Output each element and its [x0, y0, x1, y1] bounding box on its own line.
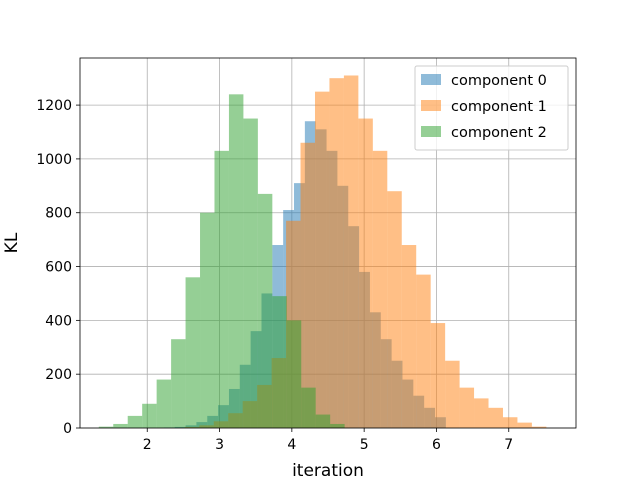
legend-label-component-2: component 2: [451, 125, 547, 141]
y-tick-label: 600: [45, 260, 72, 276]
x-tick-label: 3: [215, 437, 224, 453]
legend-swatch-component-1: [421, 100, 441, 111]
histogram-bar: [416, 274, 431, 428]
histogram-bar: [474, 398, 489, 428]
histogram-bar: [330, 423, 345, 428]
histogram-bar: [127, 415, 143, 428]
y-tick-label: 400: [45, 313, 72, 329]
histogram-bar: [98, 426, 114, 428]
histogram-bar: [445, 360, 460, 428]
histogram-bar: [272, 296, 287, 428]
histogram-bar: [315, 414, 331, 428]
series-2-bars: [98, 94, 345, 428]
x-tick-label: 6: [432, 437, 441, 453]
plot-frame: [79, 57, 577, 429]
histogram-bar: [401, 245, 417, 428]
histogram-bar: [387, 191, 402, 428]
y-tick-label: 200: [45, 367, 72, 383]
histogram-bar: [372, 150, 388, 428]
legend-label-component-1: component 1: [451, 99, 547, 115]
histogram-bar: [156, 379, 172, 428]
histogram-bar: [200, 212, 215, 428]
histogram-bar: [430, 323, 446, 428]
x-axis-label: iteration: [292, 461, 364, 480]
histogram-bar: [314, 91, 330, 429]
histogram-bar: [185, 277, 201, 428]
x-tick-label: 2: [143, 437, 152, 453]
histogram-bar: [488, 407, 503, 428]
x-tick-label: 5: [360, 437, 369, 453]
histogram-bar: [358, 118, 373, 428]
histogram-bar: [286, 320, 302, 428]
y-tick-label: 0: [63, 421, 72, 437]
legend: component 0 component 1 component 2: [414, 65, 569, 151]
histogram-bar: [228, 94, 244, 428]
y-axis-label: KL: [2, 232, 22, 253]
histogram-bars: [98, 75, 547, 429]
histogram-bar: [502, 417, 518, 428]
histogram-bar: [171, 339, 186, 428]
histogram-bar: [257, 193, 273, 428]
histogram-bar: [459, 387, 475, 428]
histogram-bar: [243, 118, 258, 428]
histogram-bar: [142, 403, 157, 428]
y-tick-label: 800: [45, 206, 72, 222]
histogram-bar: [517, 422, 532, 428]
histogram-bar: [329, 78, 344, 428]
x-tick-label: 4: [287, 437, 296, 453]
histogram-bar: [300, 142, 315, 428]
legend-swatch-component-0: [421, 74, 441, 85]
histogram-bar: [531, 426, 547, 428]
legend-swatch-component-2: [421, 126, 441, 137]
histogram-bar: [343, 75, 359, 428]
legend-label-component-0: component 0: [451, 73, 547, 89]
histogram-bar: [301, 387, 316, 428]
legend-box: [414, 65, 569, 151]
histogram-bar: [113, 423, 128, 428]
y-tick-label: 1200: [36, 98, 72, 114]
x-tick-label: 7: [504, 437, 513, 453]
histogram-bar: [214, 150, 229, 428]
y-tick-label: 1000: [36, 152, 72, 168]
axis-ticks: 2 3 4 5 6 7 0 200 400 600 800 1000 1200: [36, 98, 513, 453]
